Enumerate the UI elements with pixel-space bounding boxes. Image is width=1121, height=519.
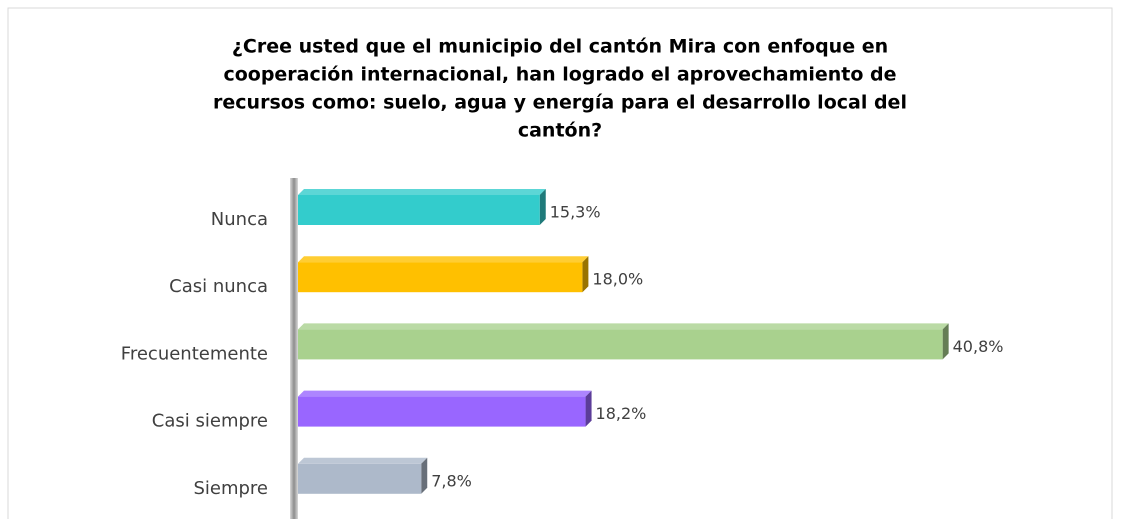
category-label: Casi nunca [169,276,268,297]
bar-top [298,390,592,397]
category-label: Frecuentemente [121,343,268,364]
bar-top [298,323,949,330]
bar-top [298,189,546,195]
category-label: Nunca [211,209,268,230]
value-label: 18,0% [592,270,643,289]
bar [298,396,586,427]
bar-side [539,189,546,225]
bar [298,463,422,494]
axis-wall [290,178,298,519]
category-label: Casi siempre [152,411,268,432]
bar-side [421,457,428,494]
title: ¿Cree usted que el municipio del cantón … [213,36,907,142]
value-label: 40,8% [953,337,1004,356]
bar [298,195,540,225]
bar-side [942,323,949,360]
bar-side [585,390,592,427]
title-line: cantón? [518,120,602,142]
value-label: 7,8% [431,471,472,490]
bar [298,329,943,360]
title-line: ¿Cree usted que el municipio del cantón … [232,36,888,58]
title-line: cooperación internacional, han logrado e… [223,64,896,86]
category-label: Siempre [193,478,268,499]
bar-top [298,256,589,263]
bar-side [582,256,589,293]
value-label: 15,3% [550,203,601,222]
value-label: 18,2% [596,404,647,423]
title-line: recursos como: suelo, agua y energía par… [213,92,907,114]
bar-top [298,457,428,464]
bar [298,262,583,293]
